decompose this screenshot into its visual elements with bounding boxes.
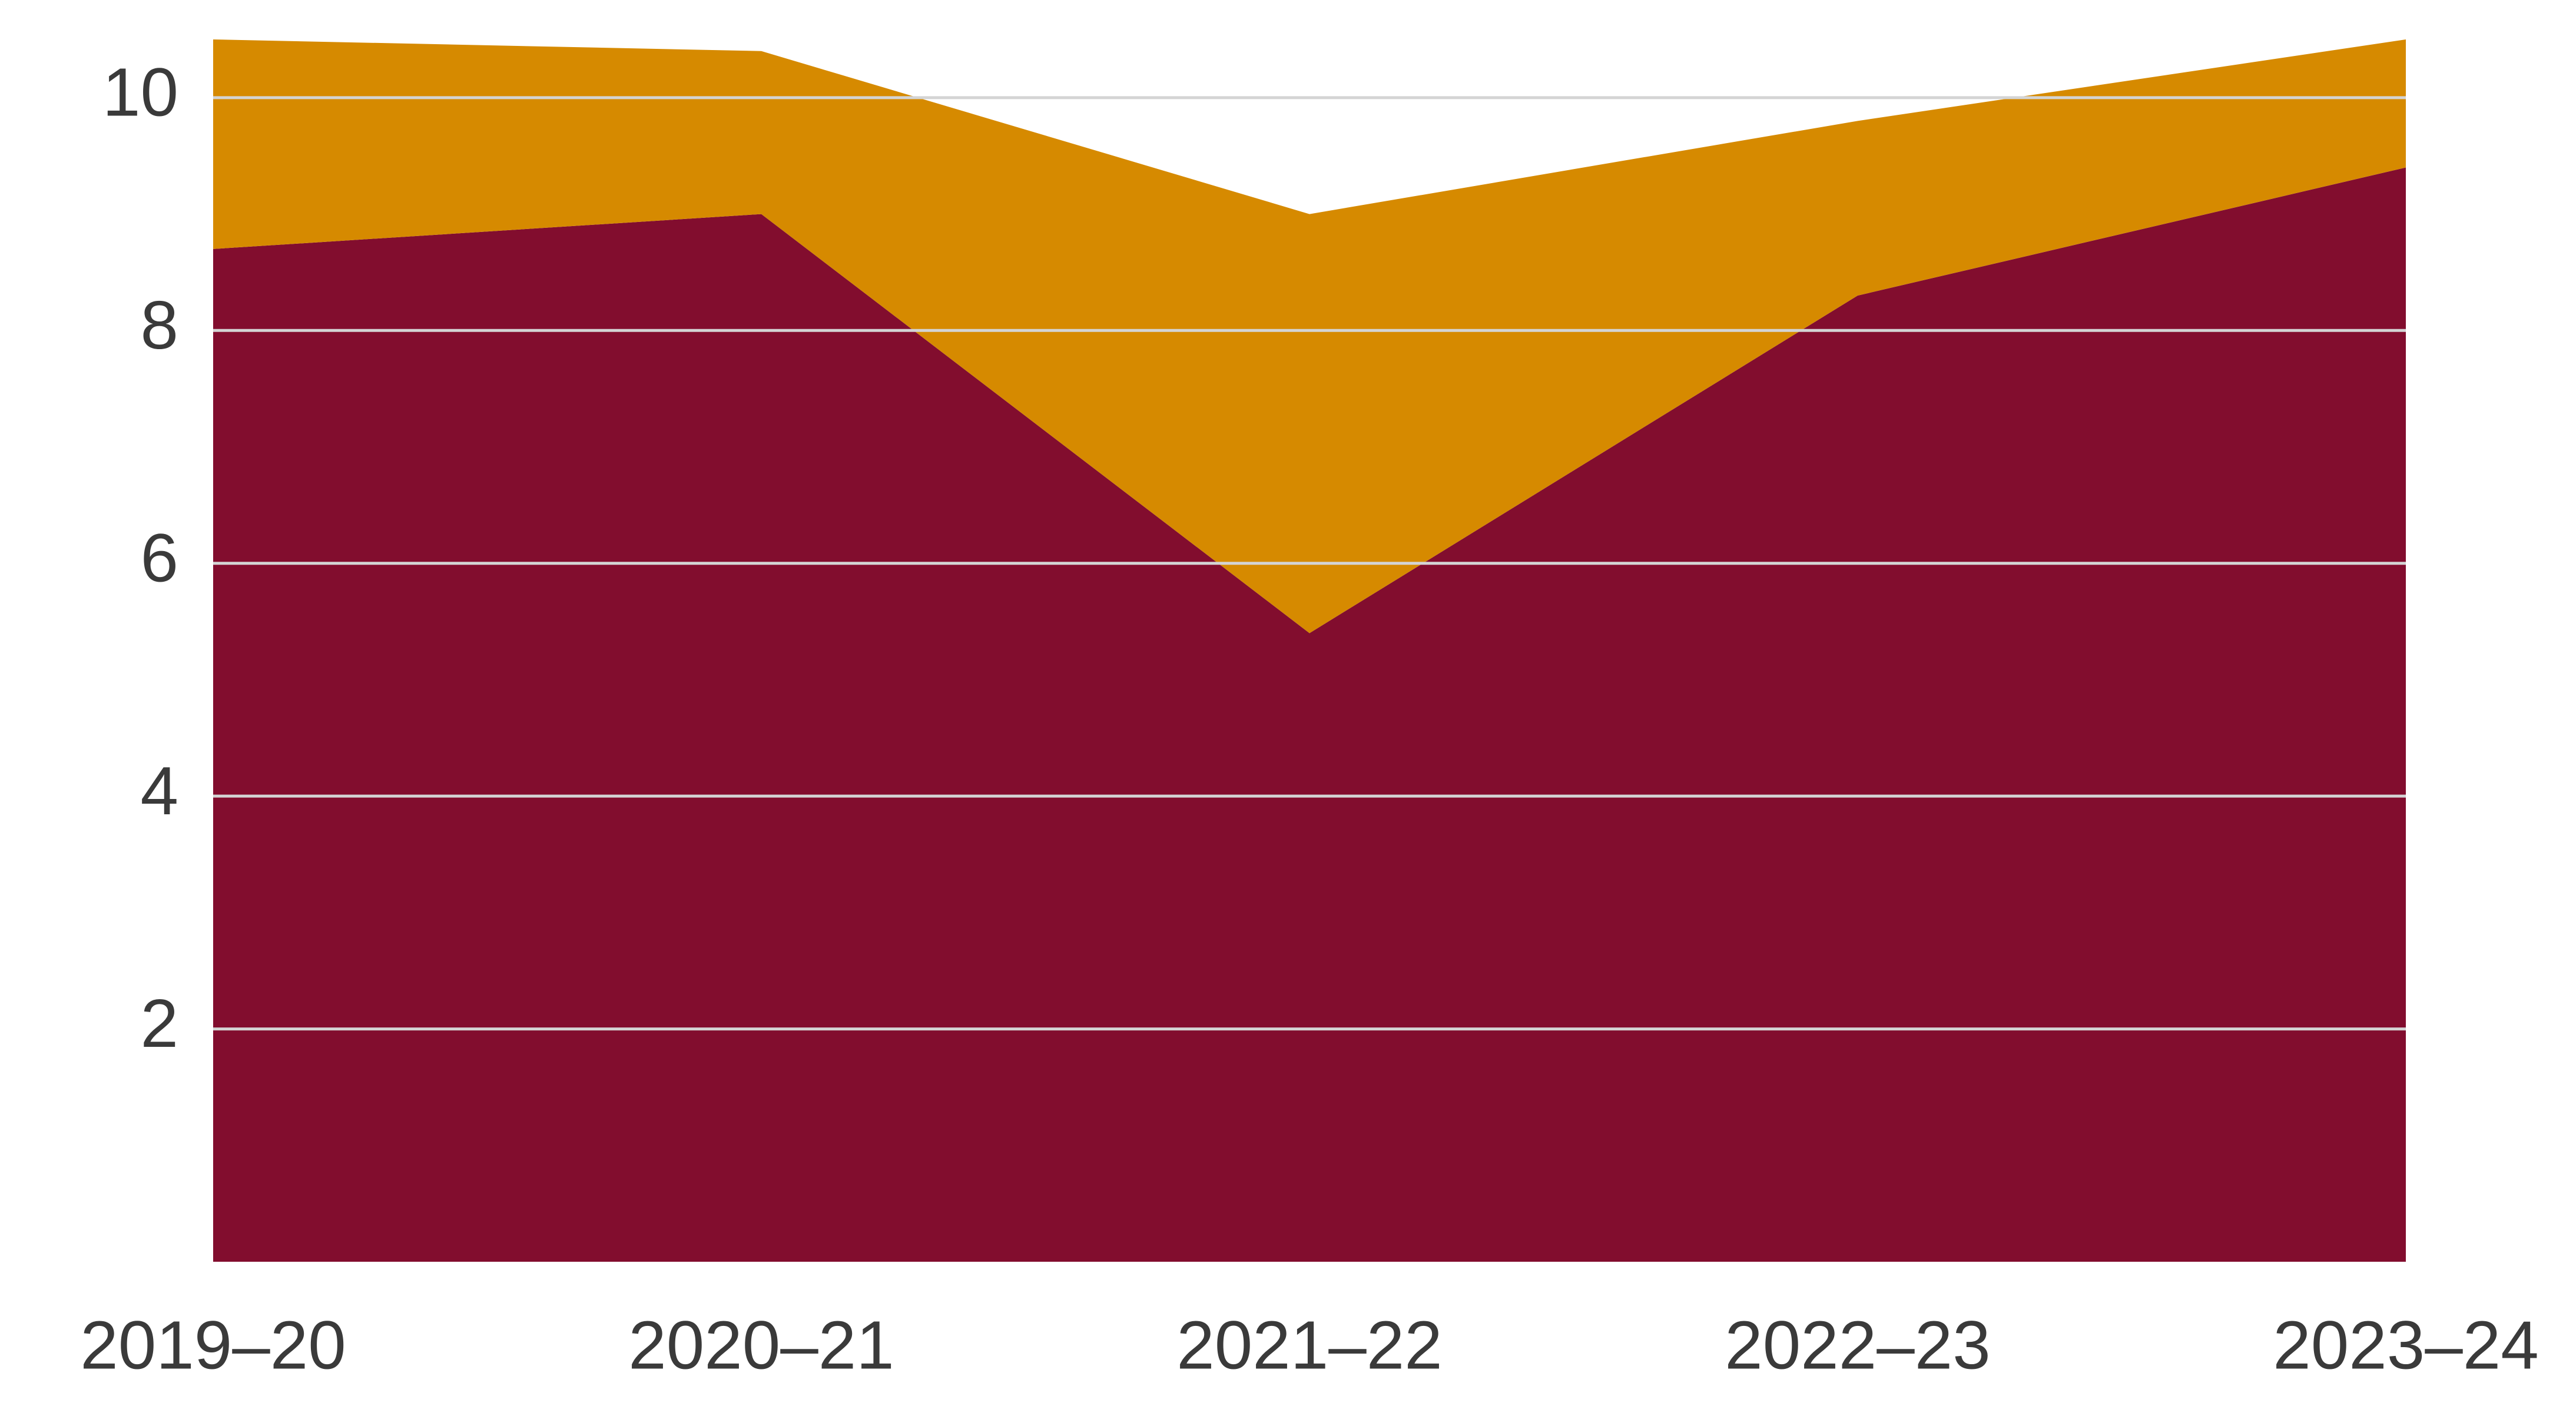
y-tick-label: 4 [140,752,178,829]
x-tick-label: 2023–24 [2273,1307,2539,1384]
y-tick-label: 6 [140,519,178,596]
x-tick-label: 2022–23 [1725,1307,1991,1384]
area [213,39,2406,634]
x-tick-label: 2021–22 [1176,1307,1443,1384]
x-tick-label: 2020–21 [628,1307,894,1384]
y-tick-label: 10 [102,54,178,130]
y-tick-label: 8 [140,287,178,363]
area [213,167,2406,1262]
x-tick-label: 2019–20 [80,1307,346,1384]
y-tick-label: 2 [140,985,178,1062]
